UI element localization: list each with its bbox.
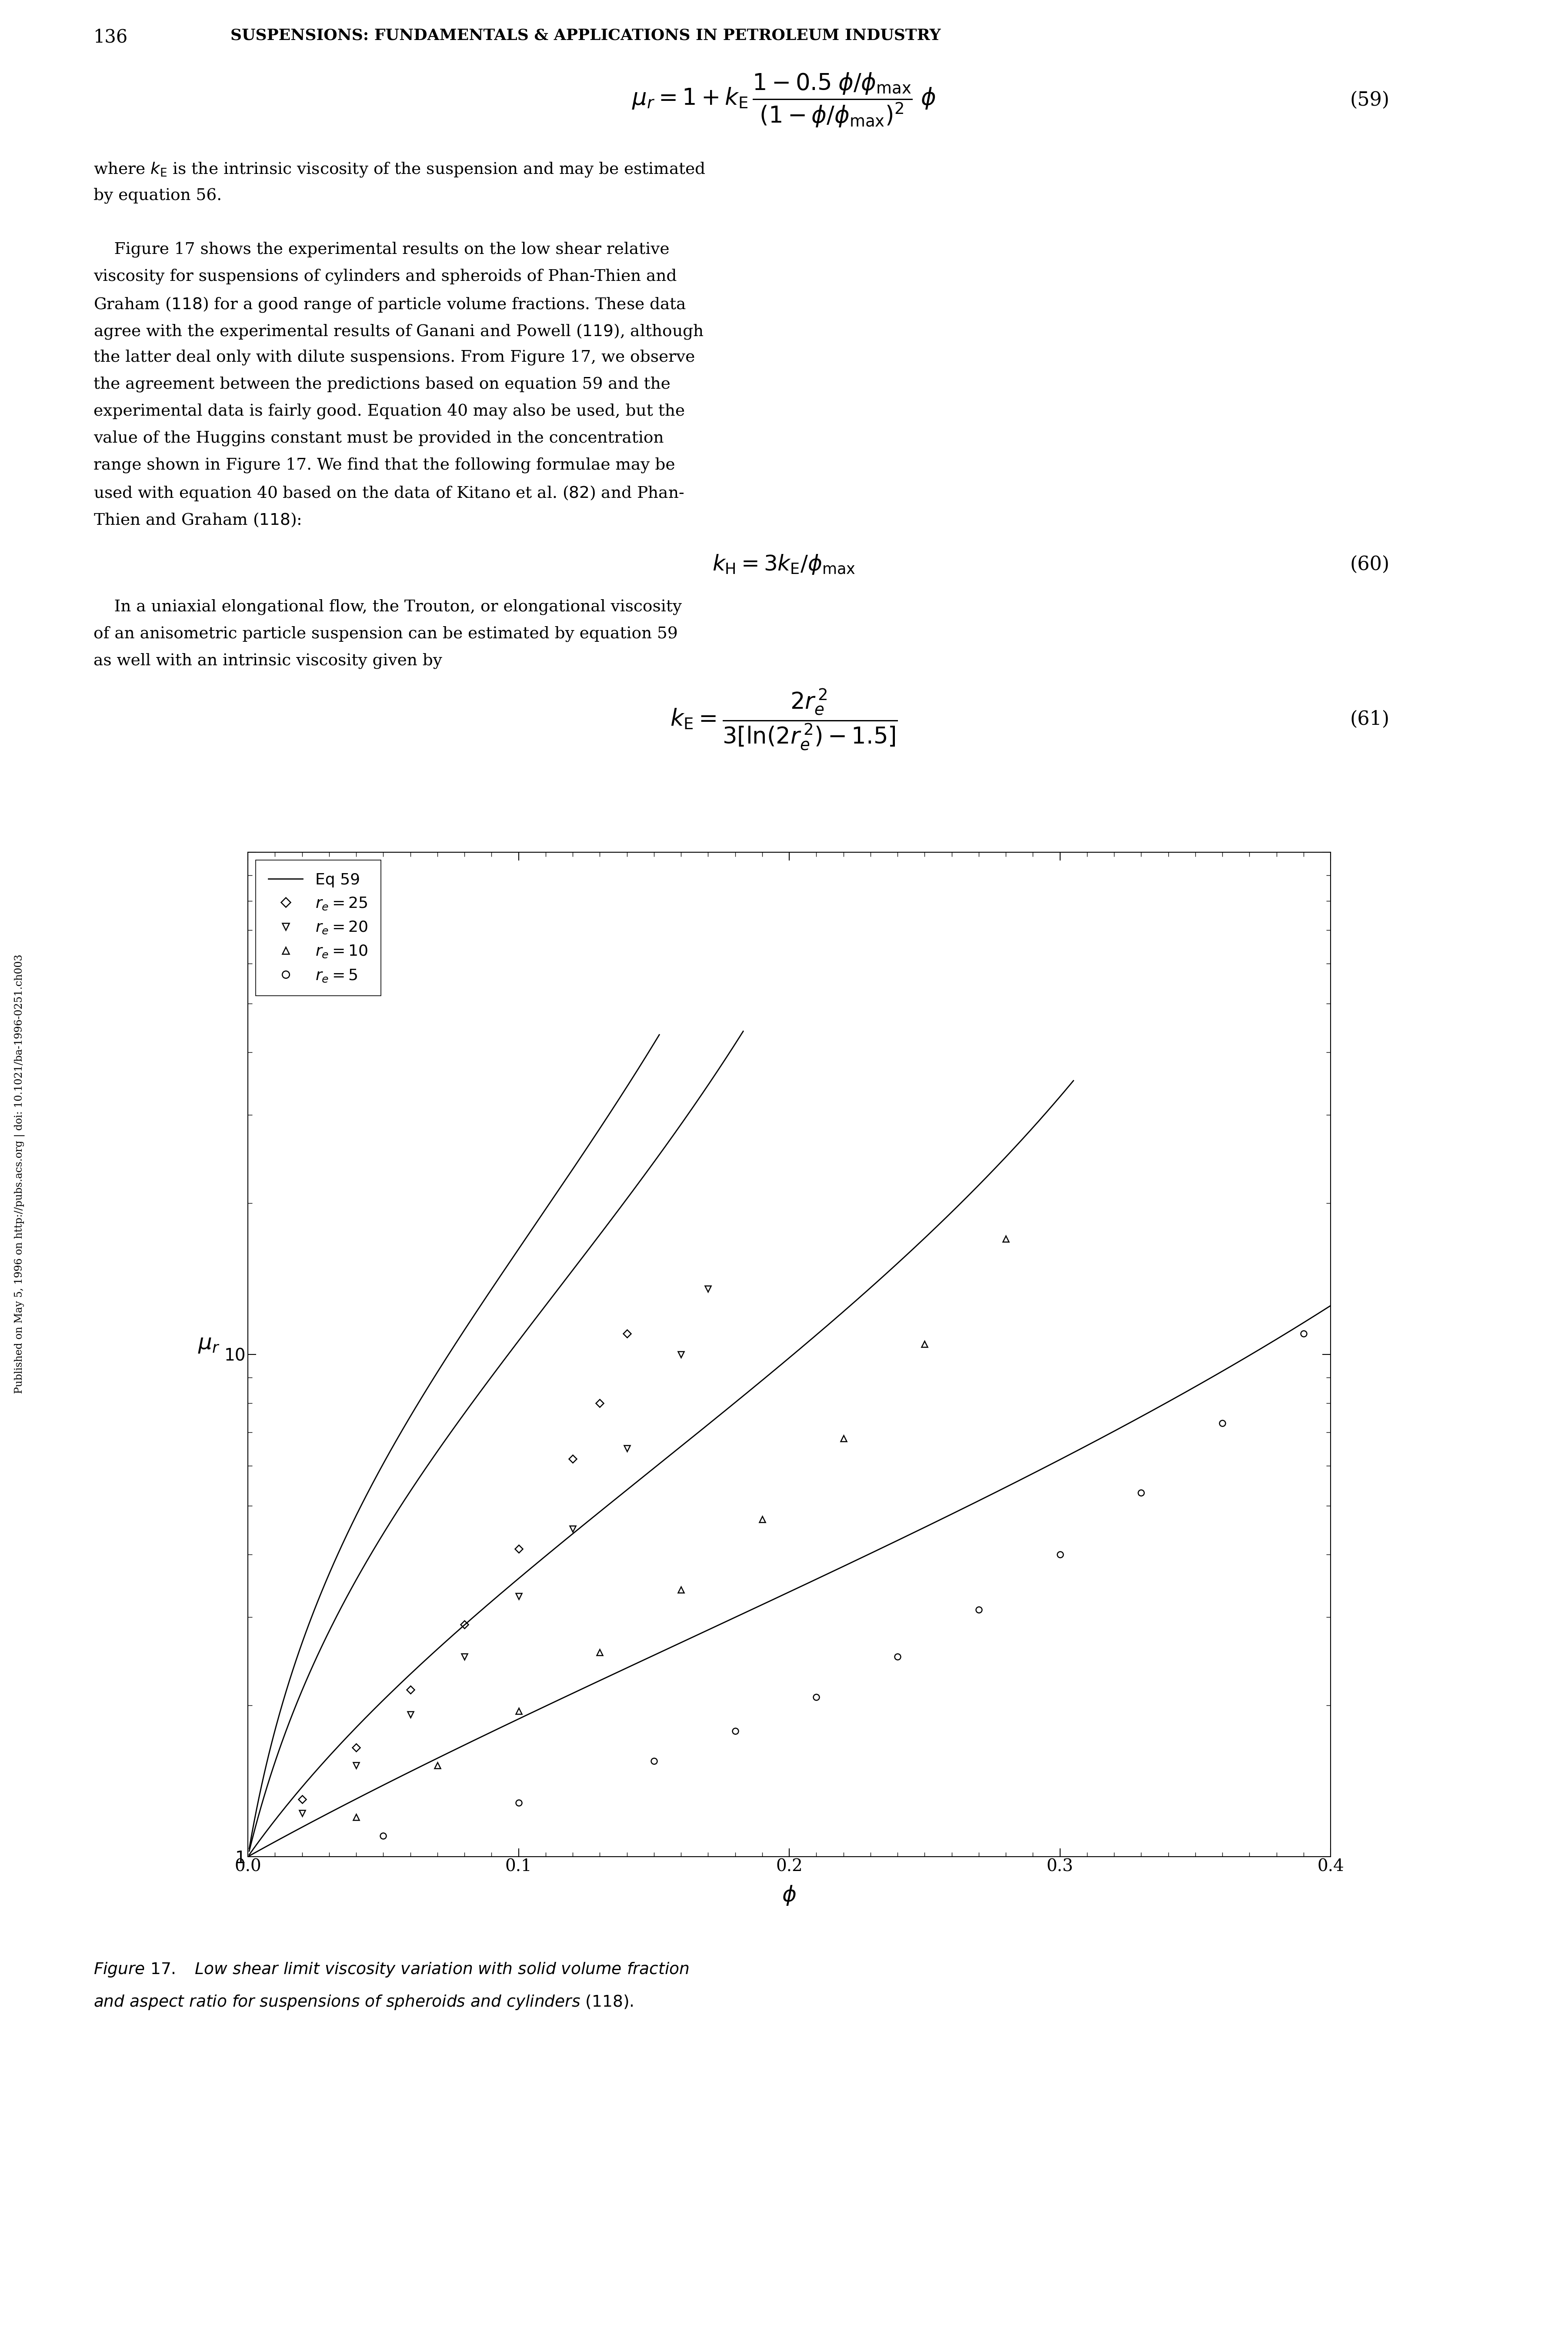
Text: agree with the experimental results of Ganani and Powell ($119$), although: agree with the experimental results of G… bbox=[94, 322, 704, 340]
Text: $\it{Figure\ 17.}$   $\it{Low\ shear\ limit\ viscosity\ variation\ with\ solid\ : $\it{Figure\ 17.}$ $\it{Low\ shear\ limi… bbox=[94, 1961, 688, 1979]
Text: where $k_{\rm E}$ is the intrinsic viscosity of the suspension and may be estima: where $k_{\rm E}$ is the intrinsic visco… bbox=[94, 162, 706, 178]
Text: by equation 56.: by equation 56. bbox=[94, 188, 221, 204]
Text: $\it{and\ aspect\ ratio\ for\ suspensions\ of\ spheroids\ and\ cylinders\ (118).: $\it{and\ aspect\ ratio\ for\ suspension… bbox=[94, 1993, 633, 2010]
Text: the latter deal only with dilute suspensions. From Figure 17, we observe: the latter deal only with dilute suspens… bbox=[94, 350, 695, 366]
Text: range shown in Figure 17. We find that the following formulae may be: range shown in Figure 17. We find that t… bbox=[94, 458, 676, 474]
Text: SUSPENSIONS: FUNDAMENTALS & APPLICATIONS IN PETROLEUM INDUSTRY: SUSPENSIONS: FUNDAMENTALS & APPLICATIONS… bbox=[230, 28, 941, 42]
Text: Figure 17 shows the experimental results on the low shear relative: Figure 17 shows the experimental results… bbox=[94, 242, 670, 258]
Text: as well with an intrinsic viscosity given by: as well with an intrinsic viscosity give… bbox=[94, 653, 442, 669]
Text: the agreement between the predictions based on equation 59 and the: the agreement between the predictions ba… bbox=[94, 376, 671, 392]
Text: In a uniaxial elongational flow, the Trouton, or elongational viscosity: In a uniaxial elongational flow, the Tro… bbox=[94, 599, 682, 615]
Text: of an anisometric particle suspension can be estimated by equation 59: of an anisometric particle suspension ca… bbox=[94, 627, 677, 641]
Text: viscosity for suspensions of cylinders and spheroids of Phan-Thien and: viscosity for suspensions of cylinders a… bbox=[94, 268, 677, 284]
Text: experimental data is fairly good. Equation 40 may also be used, but the: experimental data is fairly good. Equati… bbox=[94, 404, 685, 420]
Text: (59): (59) bbox=[1350, 92, 1389, 110]
Text: 136: 136 bbox=[94, 28, 129, 47]
Text: $k_{\rm H} = 3k_{\rm E}/\phi_{\max}$: $k_{\rm H} = 3k_{\rm E}/\phi_{\max}$ bbox=[712, 554, 856, 575]
Text: Published on May 5, 1996 on http://pubs.acs.org | doi: 10.1021/ba-1996-0251.ch00: Published on May 5, 1996 on http://pubs.… bbox=[14, 953, 25, 1395]
Text: Thien and Graham ($118$):: Thien and Graham ($118$): bbox=[94, 512, 301, 528]
Legend: Eq 59, $r_e = 25$, $r_e = 20$, $r_e = 10$, $r_e = 5$: Eq 59, $r_e = 25$, $r_e = 20$, $r_e = 10… bbox=[256, 859, 381, 996]
X-axis label: $\phi$: $\phi$ bbox=[782, 1883, 797, 1907]
Text: $k_{\rm E} = \dfrac{2r_e^{\,2}}{3[\ln(2r_e^{\,2}) - 1.5]}$: $k_{\rm E} = \dfrac{2r_e^{\,2}}{3[\ln(2r… bbox=[670, 688, 898, 751]
Y-axis label: $\mu_r$: $\mu_r$ bbox=[198, 1334, 220, 1355]
Text: (60): (60) bbox=[1350, 554, 1389, 573]
Text: value of the Huggins constant must be provided in the concentration: value of the Huggins constant must be pr… bbox=[94, 430, 663, 446]
Text: Graham ($118$) for a good range of particle volume fractions. These data: Graham ($118$) for a good range of parti… bbox=[94, 296, 687, 315]
Text: $\mu_r = 1 + k_{\rm E}\,\dfrac{1 - 0.5\;\phi/\phi_{\max}}{(1 - \phi/\phi_{\max}): $\mu_r = 1 + k_{\rm E}\,\dfrac{1 - 0.5\;… bbox=[632, 70, 936, 129]
Text: (61): (61) bbox=[1350, 709, 1389, 728]
Text: used with equation 40 based on the data of Kitano et al. ($82$) and Phan-: used with equation 40 based on the data … bbox=[94, 484, 684, 502]
